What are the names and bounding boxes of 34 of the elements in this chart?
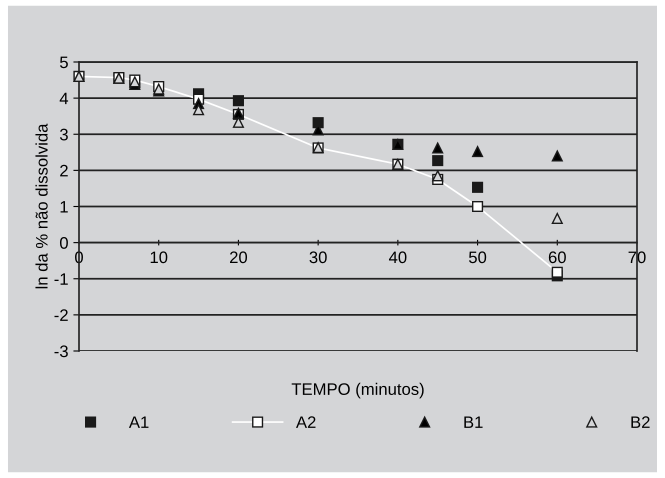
x-tick-label: 60 — [548, 251, 566, 264]
point — [432, 170, 444, 182]
point — [552, 266, 563, 278]
point — [472, 146, 484, 158]
legend-label: B1 — [464, 416, 483, 428]
point — [432, 142, 444, 154]
y-tick-label: 1 — [60, 201, 68, 213]
point — [472, 200, 484, 212]
y-tick-label: 2 — [60, 164, 68, 176]
y-axis-title: ln da % não dissolvida — [35, 124, 48, 288]
point — [232, 116, 244, 128]
x-tick-label: 40 — [388, 251, 406, 264]
legend-label: B2 — [631, 416, 650, 428]
y-tick-label: -1 — [54, 273, 68, 285]
x-tick-label: 50 — [468, 251, 486, 264]
x-tick-label: 20 — [230, 251, 248, 264]
y-tick-label: 0 — [60, 237, 68, 249]
legend-label: A2 — [296, 416, 316, 428]
point — [232, 95, 244, 106]
y-tick-label: -3 — [54, 345, 68, 358]
legend-label: A1 — [128, 416, 148, 428]
y-tick-label: -2 — [54, 309, 68, 321]
y-tick-label: 3 — [60, 128, 68, 140]
point — [432, 155, 444, 166]
x-tick-label: 30 — [310, 251, 327, 264]
point — [552, 212, 563, 224]
point — [193, 104, 204, 116]
y-tick-label: 5 — [60, 56, 68, 68]
point — [472, 182, 484, 193]
x-tick-label: 10 — [150, 251, 168, 264]
point — [312, 117, 324, 128]
x-axis-title: TEMPO (minutos) — [292, 382, 424, 398]
y-tick-label: 4 — [60, 92, 68, 104]
point — [552, 150, 563, 162]
